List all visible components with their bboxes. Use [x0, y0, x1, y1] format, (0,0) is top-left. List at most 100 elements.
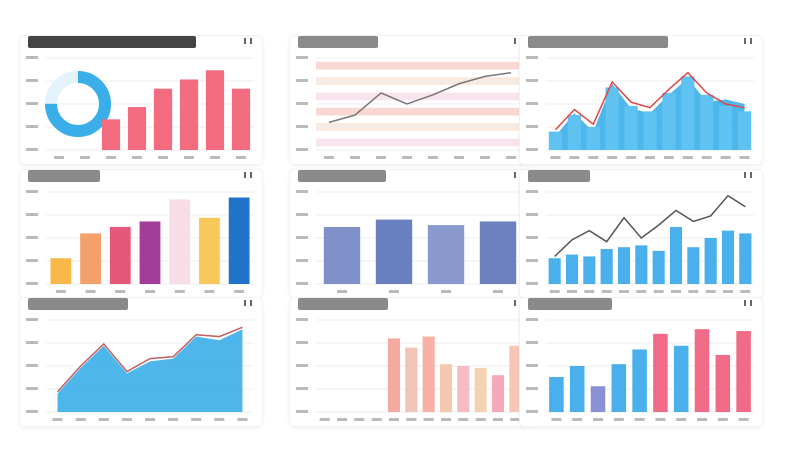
band — [316, 107, 524, 116]
bar — [687, 247, 700, 284]
y-tick-label — [526, 410, 538, 413]
y-tick-label — [526, 282, 538, 285]
x-tick-label — [607, 156, 618, 159]
bar — [422, 336, 435, 412]
line-series — [554, 194, 746, 257]
x-tick-label — [237, 418, 248, 421]
bar — [199, 217, 220, 284]
bar — [737, 111, 752, 150]
y-tick-label — [296, 341, 308, 344]
x-tick-label — [174, 290, 185, 293]
y-tick-label — [26, 102, 38, 105]
chart-panel-1 — [20, 36, 262, 164]
bar — [548, 131, 563, 150]
x-tick-label — [350, 156, 360, 159]
x-tick-label — [584, 290, 595, 293]
y-tick-label — [26, 387, 38, 390]
bar — [590, 386, 606, 412]
x-tick-label — [55, 290, 66, 293]
x-tick-label — [551, 418, 562, 421]
chart-panel-9 — [520, 298, 762, 426]
y-tick-label — [26, 410, 38, 413]
y-tick-label — [26, 282, 38, 285]
bar — [80, 233, 101, 284]
bar — [153, 88, 173, 150]
bar — [474, 367, 487, 412]
x-tick-label — [475, 418, 486, 421]
title-bar — [28, 170, 100, 182]
chart-9 — [526, 318, 754, 421]
line-series — [554, 71, 745, 131]
bar — [228, 197, 250, 284]
y-tick-label — [296, 282, 308, 285]
menu-icon[interactable] — [744, 300, 752, 306]
bar — [700, 94, 714, 150]
x-tick-label — [671, 290, 681, 293]
y-tick-label — [526, 364, 538, 367]
x-tick-label — [158, 156, 168, 159]
x-tick-label — [454, 156, 464, 159]
chart-panel-3 — [520, 36, 762, 164]
bar — [127, 107, 147, 150]
x-tick-label — [740, 290, 751, 293]
band — [316, 138, 524, 147]
bar — [567, 115, 581, 150]
x-tick-label — [717, 418, 728, 421]
band — [316, 92, 524, 101]
bar — [600, 249, 613, 284]
bar — [624, 105, 638, 150]
y-tick-label — [296, 259, 308, 262]
y-tick-label — [296, 213, 308, 216]
x-tick-label — [619, 290, 629, 293]
x-tick-label — [682, 156, 693, 159]
x-tick-label — [389, 418, 399, 421]
chart-panel-2 — [290, 36, 532, 164]
x-tick-label — [645, 156, 655, 159]
menu-icon[interactable] — [244, 172, 252, 178]
x-tick-label — [572, 418, 583, 421]
x-tick-label — [493, 418, 503, 421]
bar — [736, 331, 751, 412]
menu-icon[interactable] — [744, 38, 752, 44]
x-tick-label — [549, 290, 560, 293]
bar — [565, 254, 579, 284]
bar — [673, 345, 689, 412]
x-tick-label — [210, 156, 220, 159]
y-tick-label — [526, 102, 538, 105]
title-bar — [298, 36, 378, 48]
x-tick-label — [371, 418, 382, 421]
bar — [586, 127, 600, 150]
chart-4 — [26, 190, 254, 293]
y-tick-label — [296, 102, 308, 105]
band — [316, 61, 524, 70]
bar — [548, 258, 561, 284]
x-tick-label — [688, 290, 699, 293]
x-tick-label — [337, 418, 347, 421]
x-tick-label — [441, 290, 451, 293]
menu-icon[interactable] — [244, 38, 252, 44]
chart-6 — [526, 190, 754, 293]
bar — [583, 256, 596, 284]
x-tick-label — [184, 156, 194, 159]
chart-7 — [26, 318, 254, 421]
y-tick-label — [296, 79, 308, 82]
menu-icon[interactable] — [744, 172, 752, 178]
y-tick-label — [26, 148, 38, 151]
x-tick-label — [54, 156, 64, 159]
x-tick-label — [738, 418, 749, 421]
x-tick-label — [423, 418, 434, 421]
x-tick-label — [569, 156, 580, 159]
title-bar — [528, 36, 668, 48]
x-tick-label — [480, 156, 490, 159]
bar — [439, 364, 453, 412]
bar — [617, 247, 631, 284]
title-bar — [298, 170, 386, 182]
x-tick-label — [428, 156, 438, 159]
y-tick-label — [526, 236, 538, 239]
y-tick-label — [26, 190, 38, 193]
y-tick-label — [296, 318, 308, 321]
y-tick-label — [296, 236, 308, 239]
title-bar — [298, 298, 388, 310]
menu-icon[interactable] — [244, 300, 252, 306]
y-tick-label — [526, 259, 538, 262]
